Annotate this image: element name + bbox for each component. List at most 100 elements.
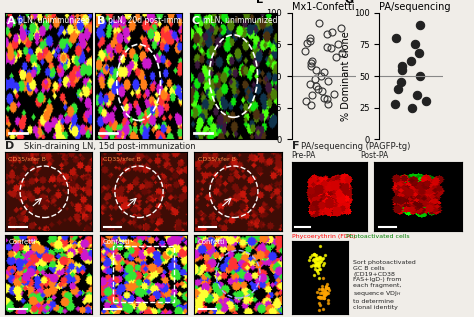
Point <box>311 262 319 267</box>
Point <box>315 255 323 260</box>
Point <box>313 262 320 267</box>
Point <box>321 288 328 293</box>
Point <box>314 270 321 275</box>
Point <box>323 282 330 287</box>
Point <box>320 261 328 266</box>
Point <box>312 253 319 258</box>
Point <box>316 243 324 249</box>
Point <box>321 292 328 297</box>
Text: CD35/xfer B: CD35/xfer B <box>8 156 46 161</box>
Point <box>309 258 317 263</box>
Point <box>316 295 323 300</box>
Point <box>322 290 329 295</box>
Point <box>319 256 327 261</box>
Point <box>315 300 322 305</box>
Point <box>316 287 323 292</box>
Point <box>315 275 322 281</box>
Point <box>320 295 328 300</box>
Text: pLN, unimmunized: pLN, unimmunized <box>18 16 90 25</box>
Point <box>318 256 326 261</box>
Point <box>317 259 325 264</box>
Text: Pre-PA: Pre-PA <box>292 152 316 160</box>
Point <box>316 256 324 261</box>
Point <box>312 256 319 261</box>
Text: mLN, unimmunized: mLN, unimmunized <box>203 16 277 25</box>
Point <box>319 307 327 312</box>
Point <box>310 256 318 261</box>
Point <box>310 252 318 257</box>
Point <box>311 263 319 268</box>
Point <box>311 252 319 257</box>
Text: PA/sequencing: PA/sequencing <box>379 2 451 12</box>
Point <box>313 268 321 274</box>
Point <box>310 251 318 256</box>
Text: Post-PA: Post-PA <box>360 152 389 160</box>
Point <box>325 287 333 292</box>
Point <box>315 257 322 262</box>
Point <box>323 285 331 290</box>
Point <box>319 275 327 281</box>
Point <box>313 262 320 268</box>
Point <box>321 291 329 296</box>
Point <box>319 262 327 267</box>
Point <box>320 291 328 296</box>
Y-axis label: % Dominant color: % Dominant color <box>253 32 263 120</box>
Point <box>319 296 326 301</box>
Text: Confetti: Confetti <box>103 239 131 244</box>
Point <box>315 307 323 313</box>
Point <box>324 291 332 296</box>
Point <box>313 262 321 267</box>
Y-axis label: % Dominant clone: % Dominant clone <box>341 31 351 121</box>
Point <box>316 295 324 300</box>
Bar <box>113 247 174 302</box>
Point <box>310 262 317 268</box>
Point <box>322 285 329 290</box>
Point <box>318 294 325 300</box>
Text: CD35/xfer B: CD35/xfer B <box>103 156 141 161</box>
Point <box>320 292 328 297</box>
Point <box>316 295 324 301</box>
Point <box>314 289 321 294</box>
Text: Confetti: Confetti <box>198 239 226 244</box>
Point <box>317 302 324 307</box>
Point <box>316 262 323 267</box>
Point <box>319 289 326 294</box>
Text: Photoactivated cells: Photoactivated cells <box>346 234 410 239</box>
Point <box>320 292 328 297</box>
Point <box>308 263 315 268</box>
Point <box>315 266 322 271</box>
Point <box>315 260 322 265</box>
Point <box>314 261 322 266</box>
Text: E: E <box>256 0 264 4</box>
Point <box>318 286 326 291</box>
Point <box>316 266 324 271</box>
Point <box>322 284 330 289</box>
Text: PA/sequencing (PAGFP-tg): PA/sequencing (PAGFP-tg) <box>301 142 410 151</box>
Point <box>312 262 320 267</box>
Point <box>318 291 326 296</box>
Point <box>322 284 329 289</box>
Point <box>322 290 330 295</box>
Point <box>318 286 326 291</box>
Point <box>321 296 328 301</box>
Point <box>321 290 329 295</box>
Point <box>319 287 326 292</box>
Text: CD35/xfer B: CD35/xfer B <box>198 156 236 161</box>
Point <box>313 267 321 272</box>
Text: Sort photoactivated
GC B cells
(CD19+CD38
FAS+IgD-) from
each fragment,
sequence: Sort photoactivated GC B cells (CD19+CD3… <box>353 260 416 310</box>
Text: pLN, 20d post-imm.: pLN, 20d post-imm. <box>108 16 183 25</box>
Text: Phycoerythrin (FDC): Phycoerythrin (FDC) <box>292 234 355 239</box>
Point <box>315 294 322 300</box>
Point <box>317 291 324 296</box>
Text: A: A <box>7 16 15 27</box>
Point <box>321 288 329 294</box>
Point <box>321 252 328 257</box>
Text: D: D <box>5 141 14 151</box>
Point <box>315 264 323 269</box>
Point <box>324 285 331 290</box>
Text: F: F <box>292 141 299 151</box>
Text: Mx1-Confetti: Mx1-Confetti <box>292 2 354 12</box>
Point <box>314 264 322 269</box>
Point <box>310 272 318 277</box>
Point <box>317 259 324 264</box>
